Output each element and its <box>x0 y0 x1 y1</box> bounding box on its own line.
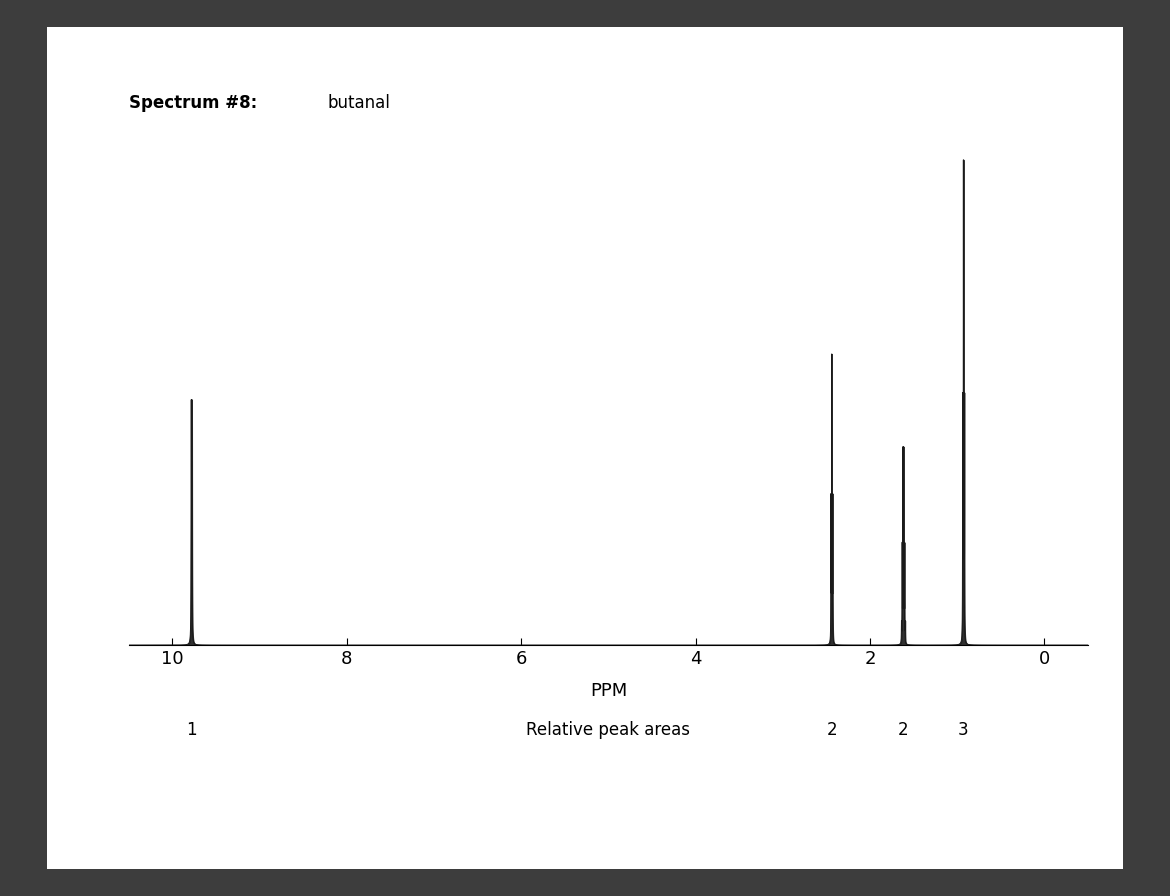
Text: 2: 2 <box>826 721 837 739</box>
Text: 1: 1 <box>186 721 197 739</box>
Text: butanal: butanal <box>328 94 391 112</box>
Text: 2: 2 <box>897 721 909 739</box>
Text: Relative peak areas: Relative peak areas <box>526 721 690 739</box>
Text: 3: 3 <box>958 721 969 739</box>
X-axis label: PPM: PPM <box>590 682 627 700</box>
Text: Spectrum #8:: Spectrum #8: <box>129 94 257 112</box>
